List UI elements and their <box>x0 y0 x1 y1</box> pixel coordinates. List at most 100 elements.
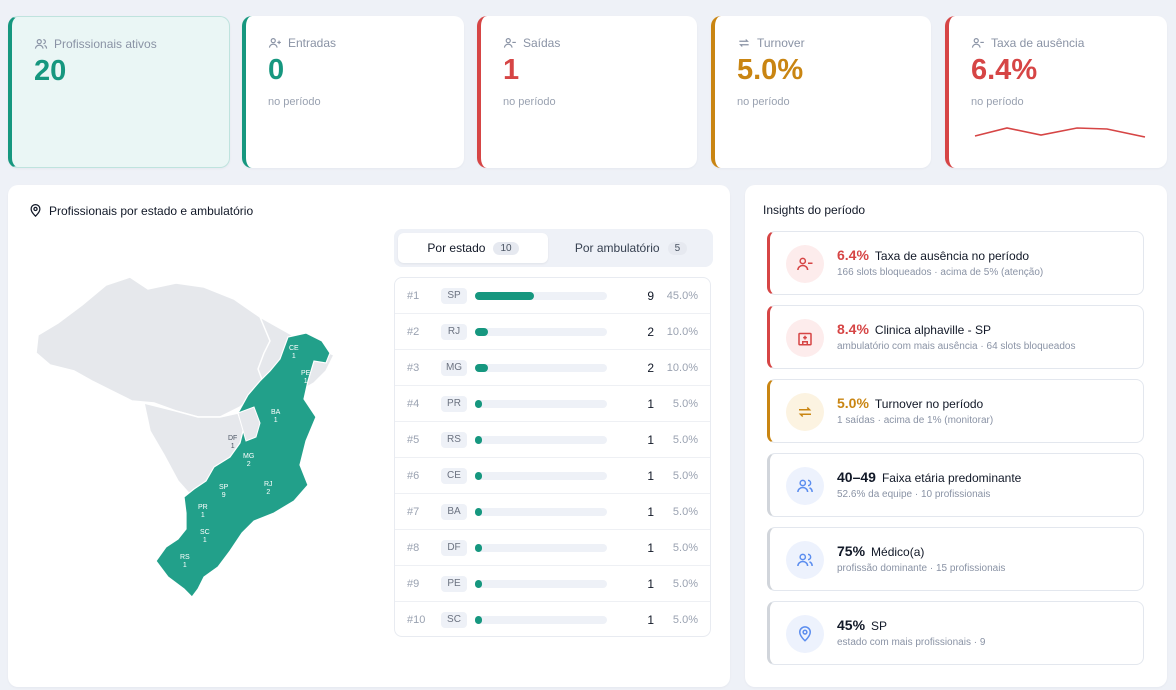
insights-panel: Insights do período 6.4% Taxa de ausênci… <box>745 185 1167 687</box>
insight-title: Médico(a) <box>871 545 925 559</box>
state-percent: 5.0% <box>672 614 698 626</box>
ranking-row[interactable]: #2 RJ 2 10.0% <box>395 314 710 350</box>
user-plus-icon <box>268 38 281 48</box>
map-label-uf: DF <box>228 435 238 442</box>
map-label-sc: SC 1 <box>200 529 210 545</box>
map-label-count: 2 <box>246 461 251 468</box>
user-minus-icon <box>971 38 984 48</box>
map-label-mg: MG 2 <box>243 453 254 469</box>
ranking-row[interactable]: #4 PR 1 5.0% <box>395 386 710 422</box>
brazil-map <box>35 276 336 598</box>
share-bar <box>475 544 607 552</box>
kpi-label-text: Profissionais ativos <box>54 37 157 51</box>
kpi-sub: no período <box>503 96 556 108</box>
kpi-label: Entradas <box>268 36 336 50</box>
insight-title: Clinica alphaville - SP <box>874 323 991 337</box>
ranking-row[interactable]: #9 PE 1 5.0% <box>395 566 710 602</box>
state-count: 1 <box>647 433 654 447</box>
map-label-df: DF 1 <box>228 435 237 451</box>
state-count: 1 <box>647 505 654 519</box>
insight-headline: 75% Médico(a) <box>837 543 924 559</box>
rank-number: #8 <box>407 542 420 554</box>
kpi-label-text: Taxa de ausência <box>991 36 1085 50</box>
state-distribution-panel: Profissionais por estado e ambulatório C… <box>8 185 730 687</box>
ranking-row[interactable]: #5 RS 1 5.0% <box>395 422 710 458</box>
map-label-uf: CE <box>289 345 299 352</box>
rank-number: #2 <box>407 326 420 338</box>
map-label-rs: RS 1 <box>180 554 190 570</box>
share-bar <box>475 508 607 516</box>
view-tabs: Por estado 10 Por ambulatório 5 <box>394 229 713 267</box>
insight-headline: 5.0% Turnover no período <box>837 395 983 411</box>
rank-number: #4 <box>407 398 420 410</box>
rank-number: #10 <box>407 614 426 626</box>
ranking-row[interactable]: #3 MG 2 10.0% <box>395 350 710 386</box>
kpi-card-exits[interactable]: Saídas 1 no período <box>477 16 697 168</box>
insight-icon-circle <box>786 615 824 653</box>
map-label-count: 1 <box>303 378 308 385</box>
insight-card-age-range[interactable]: 40–49 Faixa etária predominante 52.6% da… <box>767 453 1144 517</box>
ranking-row[interactable]: #1 SP 9 45.0% <box>395 278 710 314</box>
map-pin-icon <box>798 626 812 642</box>
insight-card-turnover[interactable]: 5.0% Turnover no período 1 saídas · acim… <box>767 379 1144 443</box>
insight-icon-circle <box>786 393 824 431</box>
insight-subtitle: profissão dominante · 15 profissionais <box>837 563 1006 574</box>
ranking-row[interactable]: #10 SC 1 5.0% <box>395 602 710 636</box>
share-bar-fill <box>475 580 482 588</box>
state-badge: PE <box>441 576 467 592</box>
insight-card-top-clinic-absence[interactable]: 8.4% Clinica alphaville - SP ambulatório… <box>767 305 1144 369</box>
insight-value: 75% <box>837 543 866 559</box>
map-label-sp: SP 9 <box>219 484 228 500</box>
map-label-count: 2 <box>266 489 271 496</box>
kpi-value: 6.4% <box>971 54 1038 86</box>
insight-value: 6.4% <box>837 247 869 263</box>
state-count: 1 <box>647 469 654 483</box>
share-bar-fill <box>475 508 482 516</box>
map-label-count: 1 <box>230 443 235 450</box>
insight-value: 45% <box>837 617 866 633</box>
state-badge: MG <box>441 360 467 376</box>
insight-card-profession[interactable]: 75% Médico(a) profissão dominante · 15 p… <box>767 527 1144 591</box>
insight-subtitle: 166 slots bloqueados · acima de 5% (aten… <box>837 267 1044 278</box>
state-percent: 5.0% <box>672 398 698 410</box>
insight-headline: 45% SP <box>837 617 887 633</box>
state-count: 1 <box>647 541 654 555</box>
ranking-row[interactable]: #8 DF 1 5.0% <box>395 530 710 566</box>
kpi-label-text: Entradas <box>288 36 337 50</box>
insight-card-top-state[interactable]: 45% SP estado com mais profissionais · 9 <box>767 601 1144 665</box>
state-count: 1 <box>647 397 654 411</box>
insight-title: Faixa etária predominante <box>881 471 1022 485</box>
state-percent: 45.0% <box>666 290 698 302</box>
map-label-count: 1 <box>291 353 296 360</box>
user-minus-icon <box>797 257 813 271</box>
ranking-row[interactable]: #7 BA 1 5.0% <box>395 494 710 530</box>
rank-number: #3 <box>407 362 420 374</box>
kpi-card-entries[interactable]: Entradas 0 no período <box>242 16 464 168</box>
ranking-row[interactable]: #6 CE 1 5.0% <box>395 458 710 494</box>
kpi-label-text: Turnover <box>757 36 805 50</box>
share-bar-fill <box>475 472 482 480</box>
map-label-uf: MG <box>243 453 255 460</box>
state-percent: 5.0% <box>672 470 698 482</box>
state-badge: RS <box>441 432 467 448</box>
tab-count-badge: 5 <box>667 241 688 255</box>
insight-subtitle: ambulatório com mais ausência · 64 slots… <box>837 341 1076 352</box>
kpi-card-absence-rate[interactable]: Taxa de ausência 6.4% no período <box>945 16 1167 168</box>
kpi-card-turnover[interactable]: Turnover 5.0% no período <box>711 16 931 168</box>
share-bar <box>475 292 607 300</box>
kpi-card-professionals[interactable]: Profissionais ativos 20 <box>8 16 230 168</box>
insight-icon-circle <box>786 467 824 505</box>
insight-card-absence-rate[interactable]: 6.4% Taxa de ausência no período 166 slo… <box>767 231 1144 295</box>
map-label-count: 1 <box>200 512 205 519</box>
state-percent: 5.0% <box>672 578 698 590</box>
tab-by-clinic[interactable]: Por ambulatório 5 <box>556 233 706 263</box>
tab-by-state[interactable]: Por estado 10 <box>398 233 548 263</box>
share-bar <box>475 616 607 624</box>
kpi-value: 20 <box>34 55 67 87</box>
kpi-label: Saídas <box>503 36 560 50</box>
state-percent: 5.0% <box>672 434 698 446</box>
kpi-value: 0 <box>268 54 285 86</box>
repeat-icon <box>798 406 812 418</box>
map-label-ce: CE 1 <box>289 345 299 361</box>
insight-value: 40–49 <box>837 469 876 485</box>
